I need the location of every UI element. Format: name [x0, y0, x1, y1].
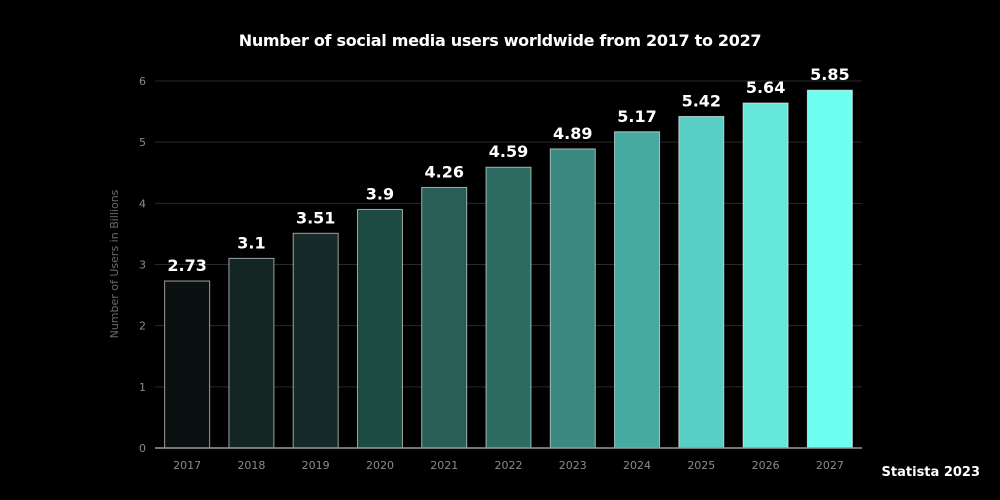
chart-title: Number of social media users worldwide f… [238, 31, 762, 50]
x-tick-label: 2026 [752, 459, 780, 472]
data-label: 5.42 [682, 91, 721, 110]
y-tick-label: 1 [139, 381, 146, 394]
data-label: 4.59 [489, 142, 528, 161]
bar-2017 [164, 280, 211, 449]
y-tick-label: 3 [139, 259, 146, 272]
data-label: 4.26 [424, 162, 463, 181]
data-label: 2.73 [167, 256, 206, 275]
bar-2021 [421, 186, 468, 449]
x-tick-label: 2022 [495, 459, 523, 472]
x-tick-label: 2025 [687, 459, 715, 472]
bar-2022 [485, 166, 532, 449]
data-label: 3.51 [296, 208, 335, 227]
y-tick-label: 4 [139, 197, 146, 210]
data-label: 5.17 [617, 107, 656, 126]
bar-2018 [228, 257, 275, 449]
y-tick-label: 2 [139, 320, 146, 333]
y-tick-label: 6 [139, 75, 146, 88]
bar-2026 [742, 102, 789, 449]
source-label: Statista 2023 [881, 465, 980, 480]
bar-2025 [678, 115, 725, 449]
data-label: 5.64 [746, 78, 785, 97]
x-tick-label: 2023 [559, 459, 587, 472]
data-label: 3.9 [366, 184, 394, 203]
bar-2024 [614, 131, 661, 449]
bar-2023 [549, 148, 596, 449]
data-label: 5.85 [810, 65, 849, 84]
y-tick-label: 5 [139, 136, 146, 149]
bar-2027 [806, 89, 853, 449]
data-label: 3.1 [237, 233, 265, 252]
x-tick-label: 2024 [623, 459, 651, 472]
x-tick-label: 2020 [366, 459, 394, 472]
bar-2019 [292, 232, 339, 449]
y-axis-label: Number of Users in Billions [108, 189, 121, 338]
x-tick-label: 2018 [237, 459, 265, 472]
x-tick-label: 2017 [173, 459, 201, 472]
bar-2020 [356, 208, 403, 449]
x-tick-label: 2027 [816, 459, 844, 472]
y-tick-label: 0 [139, 442, 146, 455]
x-tick-label: 2019 [302, 459, 330, 472]
data-label: 4.89 [553, 124, 592, 143]
x-tick-label: 2021 [430, 459, 458, 472]
